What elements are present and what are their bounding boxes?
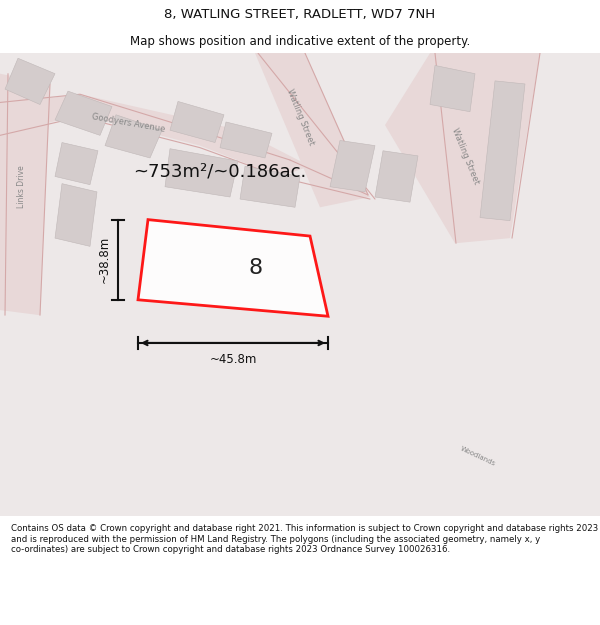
Polygon shape	[55, 91, 112, 136]
Polygon shape	[330, 141, 375, 192]
Polygon shape	[385, 53, 540, 243]
Polygon shape	[0, 74, 50, 315]
Polygon shape	[375, 151, 418, 202]
Text: Map shows position and indicative extent of the property.: Map shows position and indicative extent…	[130, 35, 470, 48]
Polygon shape	[165, 149, 238, 197]
Text: Watling Street: Watling Street	[284, 88, 316, 146]
Polygon shape	[55, 142, 98, 184]
Polygon shape	[0, 94, 310, 176]
Polygon shape	[220, 122, 272, 158]
Polygon shape	[105, 115, 162, 158]
Polygon shape	[170, 101, 224, 142]
Polygon shape	[240, 166, 300, 208]
Polygon shape	[5, 58, 55, 104]
Polygon shape	[255, 53, 370, 208]
Text: ~38.8m: ~38.8m	[97, 236, 110, 283]
Text: Links Drive: Links Drive	[17, 166, 26, 208]
Polygon shape	[430, 66, 475, 112]
Text: ~753m²/~0.186ac.: ~753m²/~0.186ac.	[133, 162, 307, 181]
Text: Watling Street: Watling Street	[449, 126, 481, 186]
Text: Contains OS data © Crown copyright and database right 2021. This information is : Contains OS data © Crown copyright and d…	[11, 524, 598, 554]
Text: 8, WATLING STREET, RADLETT, WD7 7NH: 8, WATLING STREET, RADLETT, WD7 7NH	[164, 8, 436, 21]
Polygon shape	[480, 81, 525, 221]
Text: Woodlands: Woodlands	[460, 445, 497, 467]
Text: ~45.8m: ~45.8m	[209, 353, 257, 366]
Text: 8: 8	[249, 258, 263, 278]
Polygon shape	[55, 184, 97, 246]
Text: Goodyers Avenue: Goodyers Avenue	[91, 112, 166, 134]
Polygon shape	[138, 219, 328, 316]
